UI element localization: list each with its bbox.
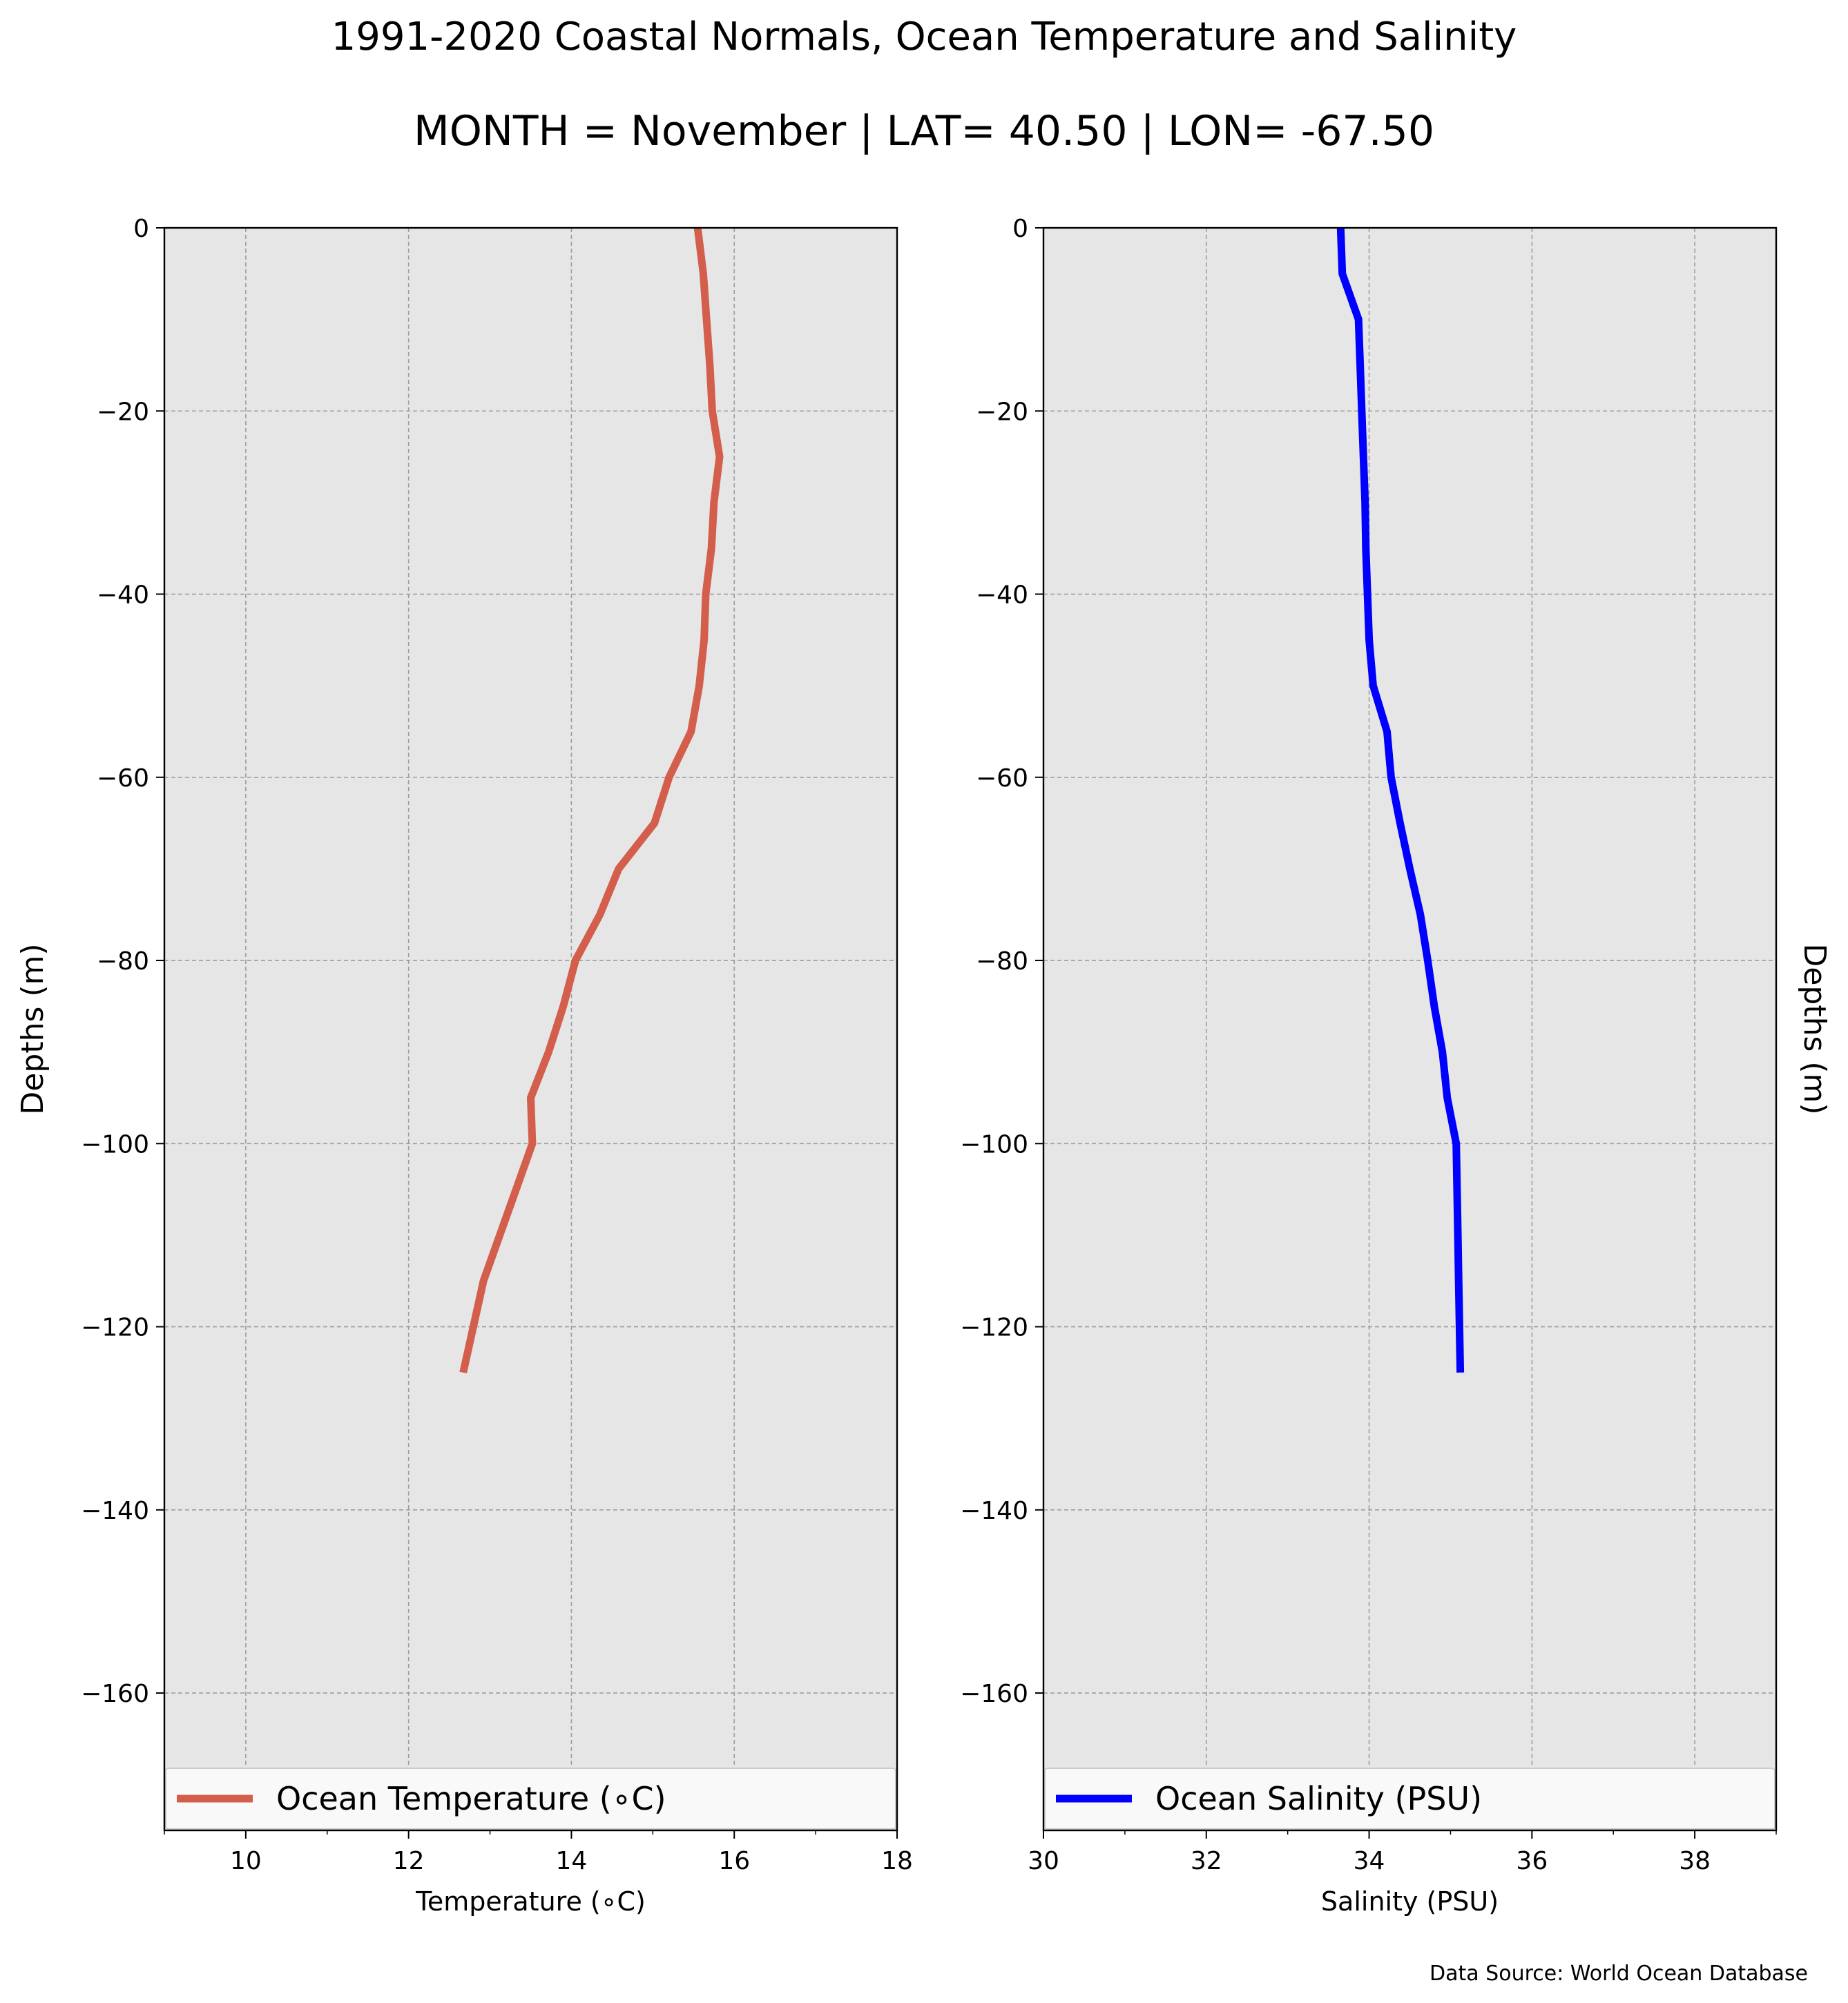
temperature-y-tick-label: −80 bbox=[97, 947, 149, 976]
salinity-legend-label: Ocean Salinity (PSU) bbox=[1155, 1780, 1482, 1817]
salinity-panel: Ocean Salinity (PSU) 30 32 34 36 38 0 −20 −40 −60… bbox=[960, 215, 1832, 1917]
salinity-series-line bbox=[1336, 227, 1465, 1373]
temperature-y-tick-label: −160 bbox=[81, 1680, 149, 1708]
temperature-series-line bbox=[459, 227, 724, 1374]
salinity-y-tick-label: −160 bbox=[960, 1680, 1028, 1708]
salinity-y-tick-label: −120 bbox=[960, 1314, 1028, 1342]
salinity-x-tick-label: 30 bbox=[1028, 1847, 1059, 1875]
salinity-y-tick-label: −40 bbox=[976, 581, 1028, 610]
temperature-y-axis-label: Depths (m) bbox=[15, 943, 50, 1114]
salinity-x-tick-label: 36 bbox=[1516, 1847, 1548, 1875]
chart-title: 1991-2020 Coastal Normals, Ocean Tempera… bbox=[331, 14, 1517, 59]
salinity-x-tick-label: 38 bbox=[1679, 1847, 1711, 1875]
salinity-plot-area bbox=[1043, 228, 1776, 1830]
temperature-legend-label: Ocean Temperature (∘C) bbox=[276, 1780, 666, 1817]
salinity-x-tick-label: 32 bbox=[1191, 1847, 1222, 1875]
temperature-x-tick-label: 14 bbox=[556, 1847, 588, 1875]
temperature-y-tick-label: −60 bbox=[97, 764, 149, 793]
temperature-y-tick-label: −100 bbox=[81, 1130, 149, 1159]
temperature-y-tick-label: 0 bbox=[133, 215, 149, 243]
salinity-legend-box bbox=[1044, 1768, 1775, 1830]
temperature-x-tick-label: 10 bbox=[230, 1847, 262, 1875]
temperature-x-tick-label: 18 bbox=[881, 1847, 913, 1875]
temperature-y-tick-label: −20 bbox=[97, 398, 149, 426]
chart-subtitle: MONTH = November | LAT= 40.50 | LON= -67… bbox=[414, 107, 1434, 155]
salinity-y-tick-label: −80 bbox=[976, 947, 1028, 976]
temperature-plot-area bbox=[164, 228, 897, 1830]
salinity-x-axis-label: Salinity (PSU) bbox=[1321, 1886, 1499, 1917]
temperature-axes-frame bbox=[163, 226, 898, 1832]
salinity-y-tick-label: −60 bbox=[976, 764, 1028, 793]
salinity-y-tick-label: −100 bbox=[960, 1130, 1028, 1159]
temperature-x-tick-label: 16 bbox=[718, 1847, 750, 1875]
temperature-y-tick-label: −120 bbox=[81, 1314, 149, 1342]
salinity-y-tick-label: 0 bbox=[1012, 215, 1028, 243]
temperature-x-axis-label: Temperature (∘C) bbox=[415, 1886, 646, 1917]
salinity-y-tick-label: −140 bbox=[960, 1497, 1028, 1525]
salinity-y-axis-label: Depths (m) bbox=[1797, 943, 1832, 1114]
salinity-y-tick-label: −20 bbox=[976, 398, 1028, 426]
temperature-legend-box bbox=[165, 1768, 896, 1830]
data-source-note: Data Source: World Ocean Database bbox=[1430, 1962, 1808, 1986]
temperature-y-tick-label: −140 bbox=[81, 1497, 149, 1525]
salinity-x-tick-label: 34 bbox=[1354, 1847, 1385, 1875]
salinity-axes-frame bbox=[1042, 226, 1778, 1832]
temperature-panel: Ocean Temperature (∘C) 10 12 14 16 18 0 −20 −40 −… bbox=[15, 215, 913, 1917]
temperature-y-tick-label: −40 bbox=[97, 581, 149, 610]
temperature-x-tick-label: 12 bbox=[393, 1847, 425, 1875]
